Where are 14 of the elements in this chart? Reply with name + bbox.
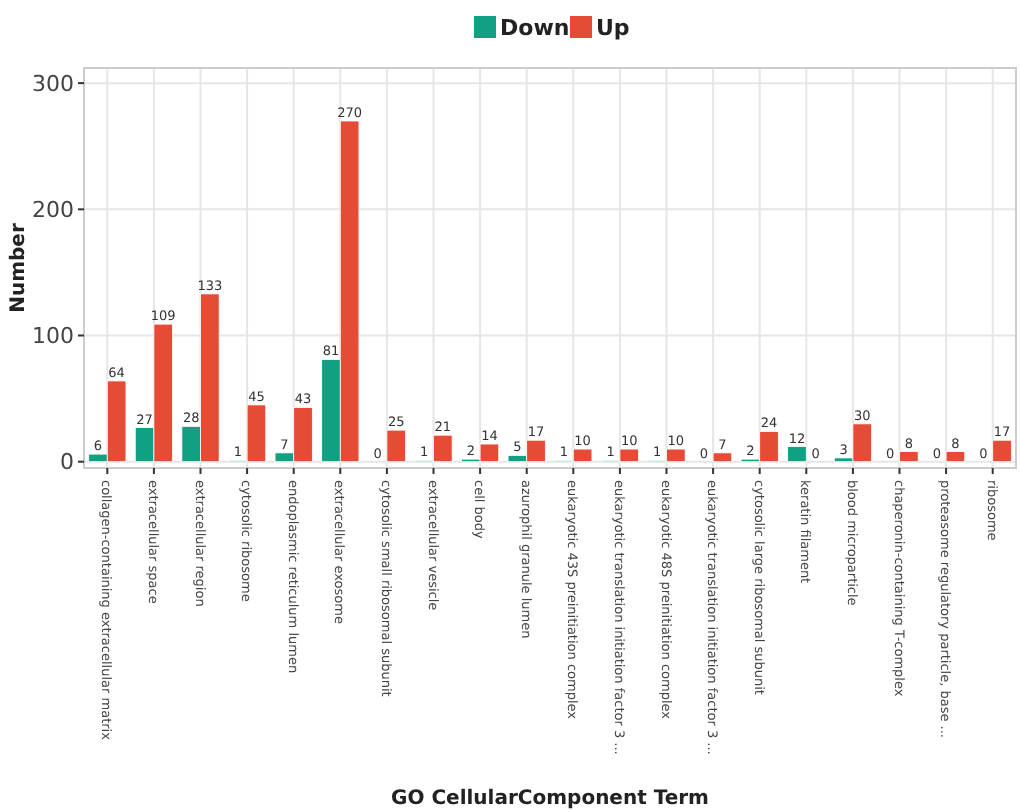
- bar: [945, 451, 966, 463]
- bar: [712, 452, 733, 463]
- y-tick-label: 200: [32, 197, 74, 224]
- bar: [386, 429, 406, 463]
- y-tick-label: 100: [32, 323, 74, 350]
- bar: [899, 451, 919, 463]
- legend-label: Up: [596, 15, 630, 41]
- y-axis-title: Number: [8, 223, 30, 313]
- y-tick-label: 0: [60, 449, 74, 476]
- y-tick-label: 300: [32, 70, 74, 97]
- bar: [787, 446, 807, 463]
- x-axis-title: GO CellularComponent Term: [391, 788, 709, 810]
- bar: [992, 439, 1012, 463]
- legend-label: Down: [500, 15, 570, 41]
